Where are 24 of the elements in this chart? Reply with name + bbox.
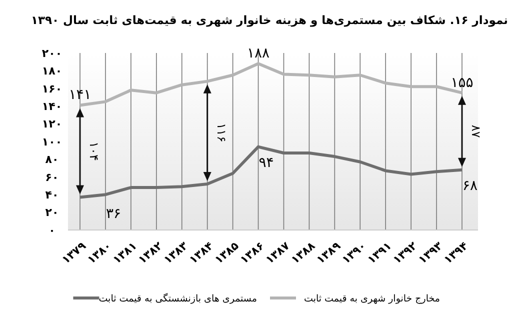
annotation: ۳۶	[106, 206, 121, 222]
annotation: ۱۰۴	[87, 142, 101, 161]
y-tick-label: ۱۰۰	[42, 135, 62, 148]
annotation: ۱۴۱	[68, 87, 92, 104]
y-tick-label: ۲۰۰	[42, 46, 62, 60]
annotation: ۶۸	[462, 178, 478, 194]
y-tick-label: ۴۰	[45, 188, 59, 202]
legend-label: مخارج خانوار شهری به قیمت ثابت	[304, 293, 440, 304]
annotation: ۸۷	[469, 124, 483, 138]
y-tick-label: ۲۰	[45, 206, 59, 220]
annotation: ۱۱۶	[214, 122, 228, 142]
annotation: ۹۴	[258, 154, 274, 171]
y-tick-label: ۱۶۰	[42, 82, 62, 96]
y-tick-label: ۰	[48, 224, 56, 237]
y-tick-label: ۸۰	[45, 153, 59, 166]
y-tick-label: ۱۴۰	[42, 100, 62, 113]
annotation: ۱۸۸	[246, 46, 270, 62]
chart-title: نمودار ۱۶. شکاف بین مستمری‌ها و هزینه خانوار شهری به قیمت‌های ثابت سال ۱۳۹۰	[30, 13, 508, 27]
annotation: ۱۵۵	[450, 74, 474, 91]
y-tick-label: ۶۰	[45, 170, 59, 184]
y-tick-label: ۱۲۰	[42, 118, 62, 131]
y-tick-label: ۱۸۰	[42, 64, 62, 78]
x-tick-label: ۱۳۷۹	[59, 239, 89, 267]
legend-label: مستمری های بازنشستگی به قیمت ثابت	[98, 292, 257, 304]
